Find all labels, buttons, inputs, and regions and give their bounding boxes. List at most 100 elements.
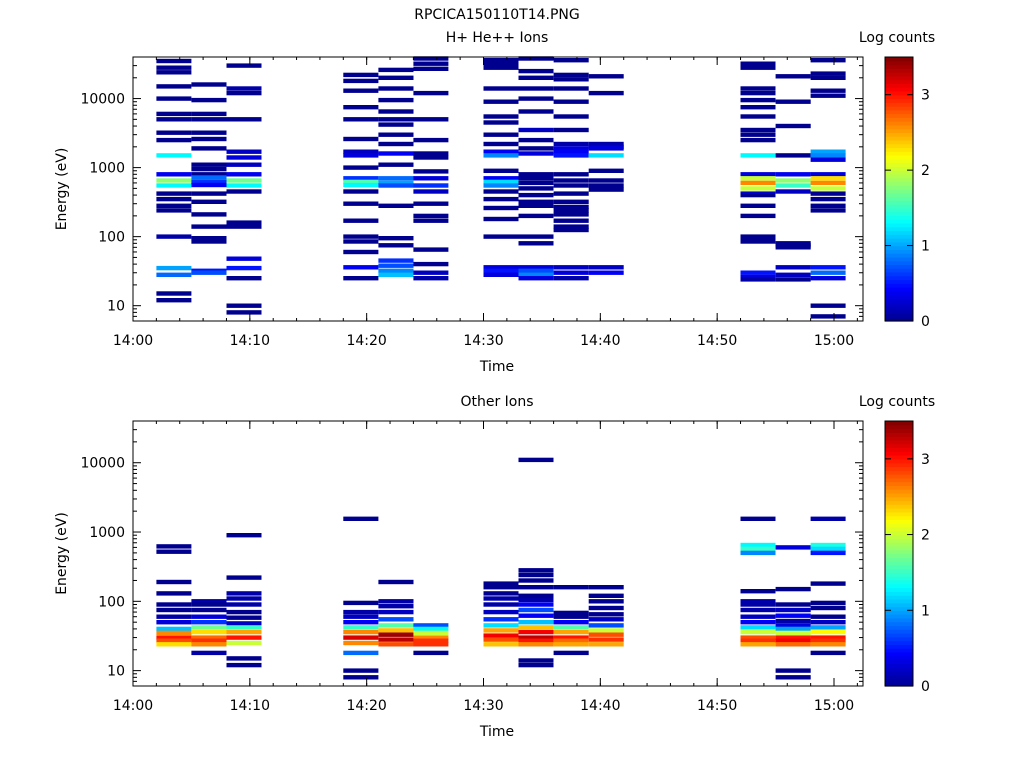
colorbar-segment	[885, 158, 913, 164]
heatmap-cell	[810, 88, 846, 93]
heatmap-cell	[343, 72, 379, 78]
heatmap-cell	[483, 628, 519, 633]
y-tick-label: 10	[107, 664, 125, 680]
colorbar-segment	[885, 458, 913, 464]
heatmap-cell	[343, 600, 379, 606]
heatmap-cell	[156, 291, 192, 296]
colorbar-segment	[885, 527, 913, 532]
heatmap-cell	[740, 127, 776, 133]
colorbar-segment	[885, 64, 913, 69]
x-tick-label: 14:30	[463, 333, 503, 349]
heatmap-cell	[191, 182, 227, 188]
heatmap-cell	[343, 675, 379, 680]
heatmap-cell	[413, 169, 449, 174]
heatmap-cell	[191, 82, 227, 87]
heatmap-cell	[191, 117, 227, 122]
heatmap-cell	[740, 516, 776, 521]
heatmap-cell	[156, 208, 192, 213]
heatmap-cell	[518, 96, 554, 101]
heatmap-cell	[740, 192, 776, 198]
heatmap-cell	[378, 258, 414, 263]
heatmap-cell	[518, 613, 554, 618]
heatmap-cell	[413, 117, 449, 122]
y-tick-label: 10000	[80, 456, 125, 472]
heatmap-cell	[378, 632, 414, 637]
heatmap-cell	[413, 61, 449, 66]
heatmap-cell	[226, 310, 262, 315]
heatmap-cell	[553, 146, 589, 151]
heatmap-cell	[483, 591, 519, 596]
heatmap-cell	[588, 141, 624, 147]
colorbar-segment	[885, 587, 913, 592]
heatmap-cell	[378, 75, 414, 80]
heatmap-cell	[810, 157, 846, 162]
colorbar-segment	[885, 109, 913, 115]
heatmap-cell	[413, 270, 449, 275]
heatmap-cell	[191, 239, 227, 244]
heatmap-cell	[226, 256, 262, 261]
heatmap-cell	[483, 205, 519, 211]
heatmap-cell	[518, 186, 554, 191]
y-tick-label: 1000	[89, 161, 125, 177]
colorbar-segment	[885, 436, 913, 441]
heatmap-cell	[226, 629, 262, 635]
heatmap-cell	[810, 303, 846, 308]
heatmap-cell	[226, 63, 262, 68]
heatmap-cell	[518, 86, 554, 91]
heatmap-cell	[378, 609, 414, 615]
colorbar-segment	[885, 294, 913, 299]
heatmap-cell	[483, 602, 519, 607]
colorbar-segment	[885, 139, 913, 145]
heatmap-cell	[588, 632, 624, 637]
heatmap-cell	[156, 191, 192, 196]
colorbar-segment	[885, 177, 913, 183]
heatmap-cell	[343, 668, 379, 673]
colorbar-segment	[885, 90, 913, 96]
y-axis-label: Energy (eV)	[54, 148, 70, 231]
heatmap-cell	[740, 137, 776, 143]
heatmap-cell	[553, 224, 589, 229]
heatmap-cell	[588, 178, 624, 183]
heatmap-cell	[413, 201, 449, 206]
heatmap-cell	[483, 168, 519, 173]
heatmap-cell	[775, 189, 811, 194]
heatmap-cell	[226, 178, 262, 183]
colorbar-segment	[885, 83, 913, 88]
colorbar-segment	[885, 515, 913, 521]
colorbar-segment	[885, 189, 913, 194]
heatmap-cell	[226, 640, 262, 646]
colorbar-segment	[885, 200, 913, 205]
colorbar-segment	[885, 185, 913, 190]
y-tick-label: 10	[107, 299, 125, 315]
heatmap-cell	[810, 614, 846, 619]
colorbar-segment	[885, 553, 913, 558]
heatmap-cell	[518, 658, 554, 663]
heatmap-cell	[775, 153, 811, 158]
heatmap-cell	[775, 265, 811, 270]
heatmap-cell	[518, 192, 554, 198]
heatmap-cell	[518, 109, 554, 114]
heatmap-cell	[343, 249, 379, 255]
heatmap-cell	[378, 141, 414, 147]
heatmap-cell	[588, 623, 624, 628]
heatmap-cell	[378, 263, 414, 268]
colorbar-segment	[885, 644, 913, 649]
heatmap-cell	[740, 550, 776, 556]
colorbar-segment	[885, 432, 913, 437]
heatmap-cell	[483, 61, 519, 66]
colorbar-segment	[885, 181, 913, 186]
x-tick-label: 15:00	[814, 698, 854, 714]
heatmap-cell	[810, 638, 846, 643]
heatmap-cell	[156, 65, 192, 70]
heatmap-cell	[483, 268, 519, 273]
heatmap-cell	[483, 120, 519, 125]
heatmap-cell	[810, 172, 846, 177]
heatmap-cell	[413, 137, 449, 143]
colorbar-segment	[885, 424, 913, 430]
colorbar-segment	[885, 580, 913, 585]
heatmap-cell	[378, 132, 414, 137]
heatmap-cell	[378, 243, 414, 248]
colorbar-segment	[885, 583, 913, 589]
heatmap-cell	[740, 86, 776, 91]
colorbar-segment	[885, 204, 913, 209]
